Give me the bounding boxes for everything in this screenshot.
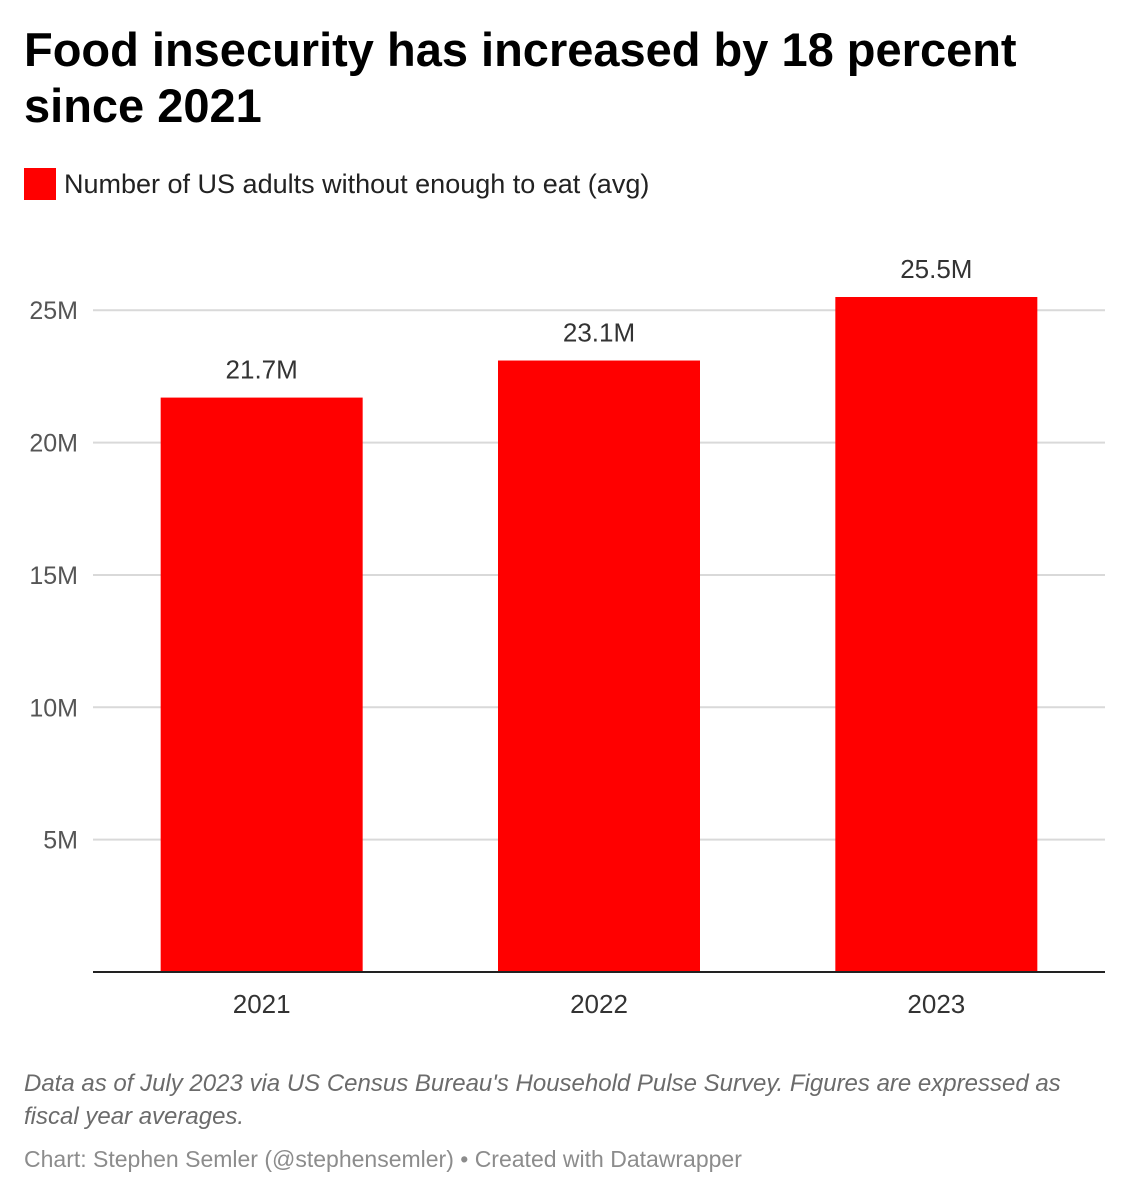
- bar-chart: 5M 10M 15M 20M 25M 21.7M 2021 23.1M 2022 25.5M 202…: [29, 254, 1105, 1019]
- x-tick-label: 2022: [570, 989, 628, 1019]
- x-tick-label: 2023: [907, 989, 965, 1019]
- bar: [160, 397, 363, 972]
- x-tick-label: 2021: [233, 989, 291, 1019]
- chart-notes: Data as of July 2023 via US Census Burea…: [24, 1070, 1061, 1130]
- y-tick-label: 15M: [29, 562, 78, 590]
- legend-swatch: [24, 168, 56, 200]
- bar-value-label: 21.7M: [226, 355, 298, 385]
- y-tick-label: 20M: [29, 430, 78, 458]
- legend-label: Number of US adults without enough to ea…: [64, 168, 650, 199]
- y-tick-label: 5M: [43, 827, 78, 855]
- bar-value-label: 23.1M: [563, 318, 635, 348]
- chart-legend: Number of US adults without enough to ea…: [24, 168, 649, 200]
- chart-credit: Chart: Stephen Semler (@stephensemler) •…: [24, 1146, 742, 1172]
- y-tick-label: 25M: [29, 297, 78, 325]
- bar: [835, 297, 1038, 972]
- bar-value-label: 25.5M: [900, 254, 972, 284]
- chart-title: Food insecurity has increased by 18 perc…: [24, 23, 1017, 132]
- bar: [498, 360, 700, 972]
- y-tick-label: 10M: [29, 694, 78, 722]
